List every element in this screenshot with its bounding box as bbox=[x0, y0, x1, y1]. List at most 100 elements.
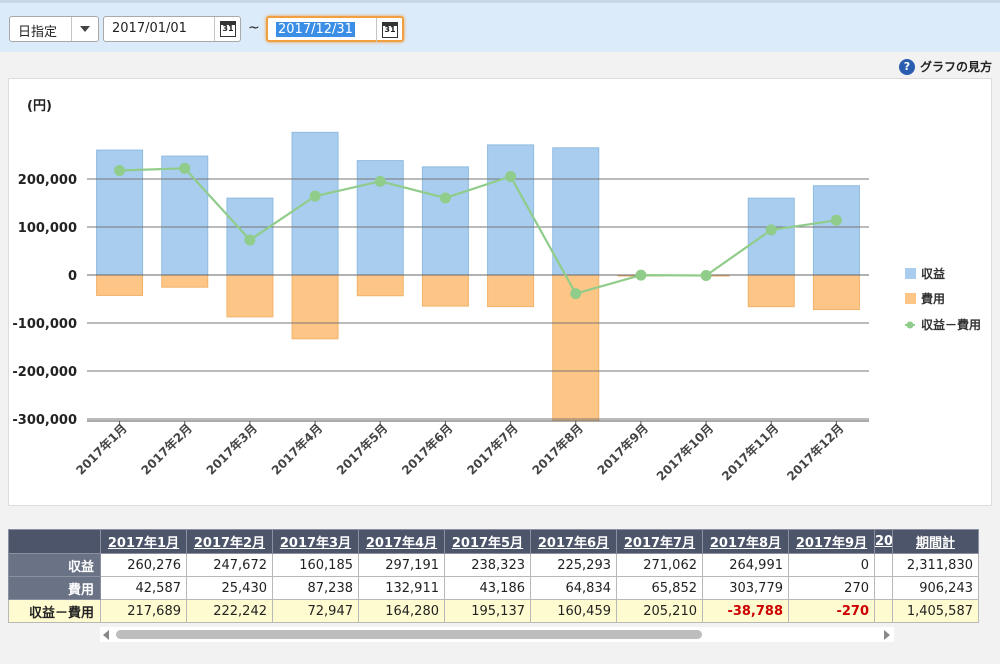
column-header[interactable]: 2017年2月 bbox=[186, 529, 273, 554]
column-header[interactable]: 2017年1月 bbox=[100, 529, 187, 554]
expense-bar bbox=[356, 274, 404, 297]
table-cell: 264,991 bbox=[702, 553, 789, 577]
x-tick-label: 2017年3月 bbox=[203, 421, 260, 478]
x-tick-label: 2017年1月 bbox=[73, 421, 130, 478]
revenue-bar bbox=[161, 155, 209, 276]
date-from-value: 2017/01/01 bbox=[112, 21, 187, 36]
chart-panel: (円) 200,000 100,000 0 -100,000 -200,000 -300,0… bbox=[8, 78, 992, 506]
table-cell: -38,788 bbox=[702, 599, 789, 623]
expense-bar bbox=[487, 274, 535, 308]
chart-help-link[interactable]: ? グラフの見方 bbox=[898, 58, 992, 75]
table-cell: 64,834 bbox=[530, 576, 617, 600]
date-to-value: 2017/12/31 bbox=[276, 22, 355, 37]
table-cell: -270 bbox=[788, 599, 875, 623]
table-horizontal-scrollbar[interactable] bbox=[100, 627, 894, 642]
y-tick-label: 0 bbox=[68, 269, 77, 284]
profit-line bbox=[119, 167, 837, 295]
x-tick-label: 2017年6月 bbox=[398, 421, 455, 478]
table-cell: 87,238 bbox=[272, 576, 359, 600]
table-cell: 222,242 bbox=[186, 599, 273, 623]
table-cell: 247,672 bbox=[186, 553, 273, 577]
column-header[interactable]: 2017年6月 bbox=[530, 529, 617, 554]
x-tick-label: 2017年7月 bbox=[464, 421, 521, 478]
profit-point bbox=[505, 170, 517, 182]
y-tick-label: 200,000 bbox=[18, 173, 77, 188]
column-header[interactable]: 20 bbox=[874, 529, 893, 554]
date-to-field[interactable]: 2017/12/31 31 bbox=[266, 16, 404, 42]
expense-bar bbox=[421, 274, 469, 307]
profit-point bbox=[635, 269, 647, 281]
x-tick-label: 2017年9月 bbox=[594, 421, 651, 478]
calendar-button-from[interactable]: 31 bbox=[214, 17, 240, 41]
table-cell: 270 bbox=[788, 576, 875, 600]
period-mode-select[interactable]: 日指定 bbox=[9, 16, 99, 42]
column-header[interactable]: 2017年7月 bbox=[616, 529, 703, 554]
summary-table-wrap: 2017年1月 2017年2月 2017年3月 2017年4月 2017年5月 2017年… bbox=[8, 529, 980, 623]
row-header: 収益－費用 bbox=[8, 599, 101, 623]
legend-label: 費用 bbox=[921, 291, 945, 306]
column-header[interactable]: 2017年9月 bbox=[788, 529, 875, 554]
table-cell: 260,276 bbox=[100, 553, 187, 577]
legend-label: 収益－費用 bbox=[921, 317, 981, 332]
table-cell: 303,779 bbox=[702, 576, 789, 600]
legend-swatch bbox=[906, 321, 914, 329]
table-body: 収益 260,276 247,672 160,185 297,191 238,323 225… bbox=[8, 553, 979, 623]
x-tick-label: 2017年8月 bbox=[529, 421, 586, 478]
total-column-header[interactable]: 期間計 bbox=[892, 529, 979, 554]
total-cell: 906,243 bbox=[892, 576, 979, 600]
total-cell: 2,311,830 bbox=[892, 553, 979, 577]
revenue-bar bbox=[487, 144, 535, 276]
table-row: 収益 260,276 247,672 160,185 297,191 238,323 225… bbox=[8, 553, 979, 577]
profit-point bbox=[114, 165, 126, 177]
column-header[interactable]: 2017年8月 bbox=[702, 529, 789, 554]
row-header: 費用 bbox=[8, 576, 101, 600]
expense-bar bbox=[747, 274, 795, 308]
x-tick-label: 2017年12月 bbox=[784, 421, 847, 484]
table-cell: 205,210 bbox=[616, 599, 703, 623]
expense-bar bbox=[812, 274, 860, 311]
table-cell: 238,323 bbox=[444, 553, 531, 577]
profit-point bbox=[244, 234, 256, 246]
table-cell: 195,137 bbox=[444, 599, 531, 623]
period-mode-value: 日指定 bbox=[18, 25, 58, 40]
x-tick-label: 2017年11月 bbox=[718, 421, 781, 484]
scroll-right-icon[interactable] bbox=[884, 630, 890, 640]
date-from-field[interactable]: 2017/01/01 31 bbox=[103, 16, 241, 42]
expense-bar bbox=[552, 274, 600, 422]
scrollbar-thumb[interactable] bbox=[116, 630, 702, 639]
chevron-down-icon[interactable] bbox=[71, 17, 98, 41]
profit-point bbox=[700, 269, 712, 281]
table-cell: 0 bbox=[788, 553, 875, 577]
revenue-bar bbox=[747, 197, 795, 276]
profit-point bbox=[439, 192, 451, 204]
table-cell: 225,293 bbox=[530, 553, 617, 577]
profit-point bbox=[309, 190, 321, 202]
column-header[interactable]: 2017年3月 bbox=[272, 529, 359, 554]
revenue-bar bbox=[552, 147, 600, 276]
table-cell: 43,186 bbox=[444, 576, 531, 600]
table-cell: 132,911 bbox=[358, 576, 445, 600]
table-cell: 25,430 bbox=[186, 576, 273, 600]
summary-table: 2017年1月 2017年2月 2017年3月 2017年4月 2017年5月 2017年… bbox=[8, 529, 979, 623]
legend-swatch bbox=[905, 293, 916, 304]
table-cell: 160,459 bbox=[530, 599, 617, 623]
profit-point bbox=[570, 288, 582, 300]
y-unit-label: (円) bbox=[27, 99, 52, 114]
total-cell: 1,405,587 bbox=[892, 599, 979, 623]
column-header[interactable]: 2017年4月 bbox=[358, 529, 445, 554]
expense-bar bbox=[226, 274, 274, 318]
scroll-left-icon[interactable] bbox=[103, 630, 109, 640]
table-cell: 65,852 bbox=[616, 576, 703, 600]
calendar-button-to[interactable]: 31 bbox=[376, 18, 402, 42]
profit-point bbox=[830, 214, 842, 226]
column-header[interactable]: 2017年5月 bbox=[444, 529, 531, 554]
legend-swatch bbox=[905, 268, 916, 279]
table-cell bbox=[874, 576, 893, 600]
profit-point bbox=[374, 175, 386, 187]
table-cell: 297,191 bbox=[358, 553, 445, 577]
y-tick-label: -300,000 bbox=[12, 413, 77, 428]
calendar-icon: 31 bbox=[220, 21, 236, 37]
income-expense-chart: (円) 200,000 100,000 0 -100,000 -200,000 -300,0… bbox=[12, 99, 981, 484]
table-cell: 271,062 bbox=[616, 553, 703, 577]
revenue-bar bbox=[421, 166, 469, 276]
